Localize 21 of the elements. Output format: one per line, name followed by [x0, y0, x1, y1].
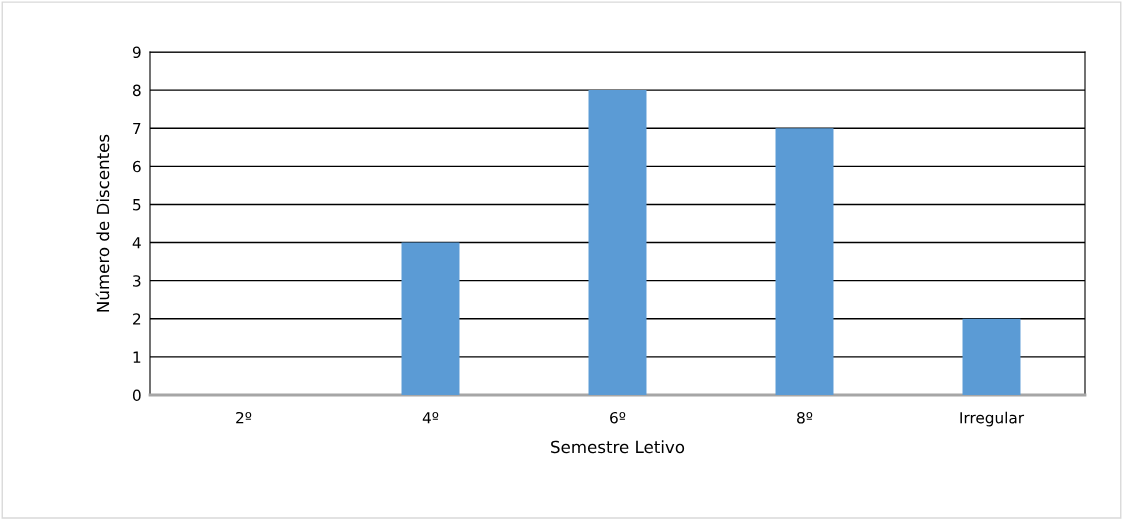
- x-tick-label: 8º: [797, 411, 813, 424]
- y-tick-label: 0: [132, 389, 141, 402]
- y-tick-label: 3: [133, 275, 141, 287]
- y-axis-title: Número de Discentes: [95, 134, 110, 312]
- y-tick-label: 7: [133, 122, 141, 135]
- y-tick-label: 8: [132, 84, 141, 97]
- y-tick-label: 4: [132, 237, 141, 249]
- x-tick-label: 6º: [610, 411, 626, 424]
- bar: [401, 242, 460, 395]
- y-tick-label: 6: [133, 160, 141, 173]
- x-tick-label: Irregular: [960, 411, 1025, 427]
- x-tick-label: 4º: [422, 411, 439, 424]
- y-tick-label: 5: [133, 199, 141, 211]
- bar: [775, 128, 834, 395]
- bar: [962, 318, 1021, 395]
- y-tick-label: 1: [133, 351, 141, 363]
- bar: [588, 90, 647, 395]
- x-tick-label: 2º: [236, 411, 252, 424]
- y-tick-label: 9: [132, 46, 141, 59]
- x-axis-title: Semestre Letivo: [551, 440, 685, 454]
- y-tick-label: 2: [133, 313, 141, 325]
